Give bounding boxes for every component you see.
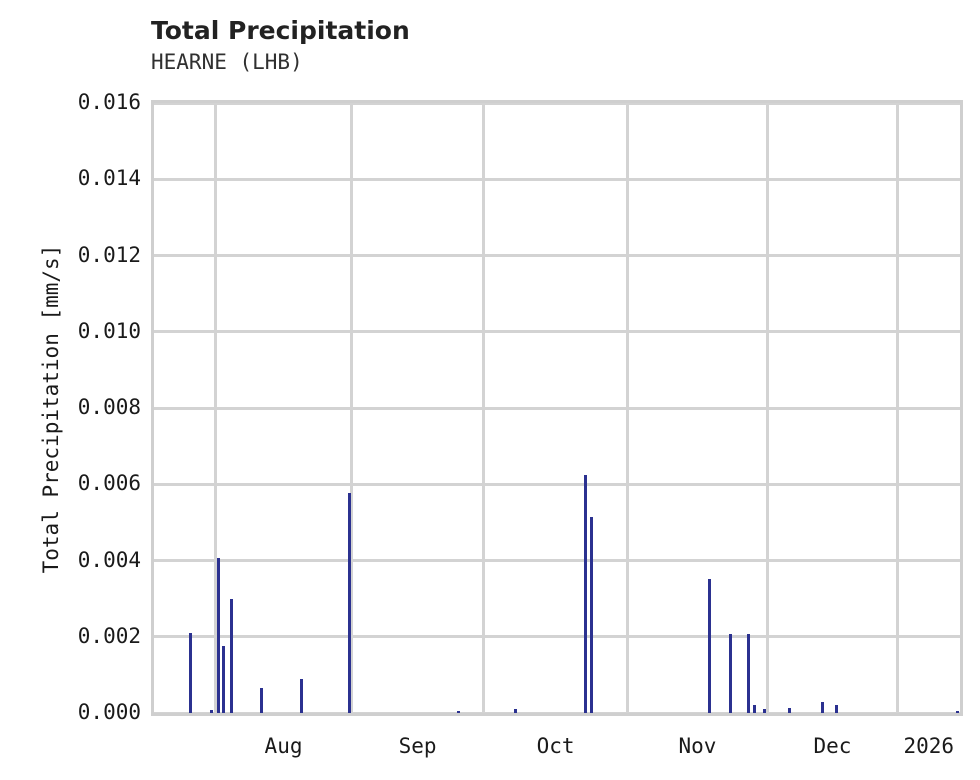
y-axis-tick-label: 0.008 bbox=[77, 395, 141, 419]
x-axis-tick-label: 2026 bbox=[903, 734, 955, 758]
bar bbox=[189, 632, 193, 713]
bar bbox=[708, 578, 712, 713]
bar bbox=[835, 704, 839, 713]
y-axis-tick-label: 0.000 bbox=[77, 700, 141, 724]
bar bbox=[584, 474, 588, 713]
gridline-horizontal bbox=[154, 482, 960, 486]
y-axis-tick-labels: 0.000 0.002 0.004 0.006 0.008 0.010 0.012 0.014… bbox=[0, 0, 141, 780]
bar bbox=[729, 634, 733, 713]
bar bbox=[747, 634, 751, 713]
y-axis-tick-label: 0.002 bbox=[77, 623, 141, 648]
chart-title: Total Precipitation bbox=[151, 16, 410, 45]
gridline-horizontal bbox=[154, 254, 960, 257]
bar bbox=[300, 679, 304, 713]
bar bbox=[221, 646, 225, 713]
gridline-horizontal bbox=[154, 103, 960, 105]
gridline-horizontal bbox=[154, 635, 960, 639]
bar bbox=[513, 709, 517, 713]
gridline-vertical bbox=[350, 103, 354, 713]
y-axis-tick-label: 0.010 bbox=[77, 318, 141, 343]
bar bbox=[821, 702, 825, 713]
chart-subtitle: HEARNE (LHB) bbox=[151, 50, 303, 74]
plot-area bbox=[151, 100, 963, 716]
bar bbox=[209, 709, 213, 713]
gridline-vertical bbox=[765, 103, 769, 713]
bar bbox=[955, 710, 959, 713]
y-axis-tick-label: 0.004 bbox=[77, 547, 141, 572]
x-axis-tick-label: Dec bbox=[813, 734, 852, 758]
bar bbox=[753, 704, 757, 713]
gridline-vertical bbox=[626, 103, 630, 713]
bar bbox=[216, 558, 220, 713]
x-axis-tick-label: Nov bbox=[678, 734, 717, 758]
gridline-horizontal bbox=[154, 406, 960, 410]
gridline-horizontal bbox=[154, 177, 960, 181]
bar bbox=[259, 687, 263, 713]
x-axis-tick-label: Aug bbox=[264, 734, 303, 758]
gridline-vertical bbox=[896, 103, 900, 713]
gridline-horizontal bbox=[154, 711, 960, 713]
bar bbox=[762, 708, 766, 713]
bar bbox=[229, 599, 233, 713]
x-axis-tick-label: Oct bbox=[536, 734, 575, 758]
gridline-horizontal bbox=[154, 330, 960, 334]
y-axis-tick-label: 0.012 bbox=[77, 242, 141, 267]
x-axis-tick-label: Sep bbox=[398, 734, 437, 758]
y-axis-tick-label: 0.016 bbox=[77, 90, 141, 114]
y-axis-tick-label: 0.014 bbox=[77, 166, 141, 191]
bar bbox=[348, 492, 352, 713]
y-axis-tick-label: 0.006 bbox=[77, 471, 141, 496]
bar bbox=[590, 516, 594, 713]
gridline-vertical bbox=[213, 103, 217, 713]
gridline-horizontal bbox=[154, 559, 960, 562]
bar bbox=[457, 711, 461, 713]
plot-inner bbox=[154, 103, 960, 713]
gridline-vertical bbox=[482, 103, 486, 713]
bar bbox=[787, 708, 791, 713]
